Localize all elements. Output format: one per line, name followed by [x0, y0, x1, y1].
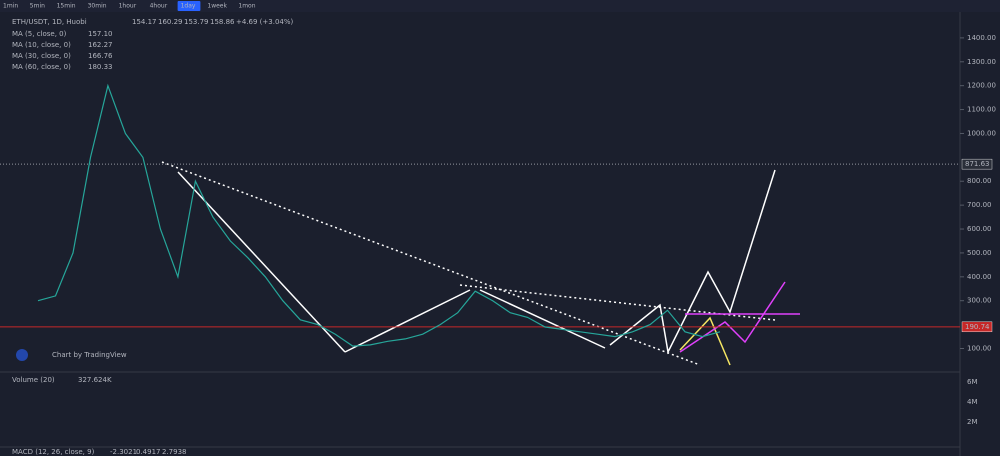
symbol: ETH/USDT, 1D, Huobi	[12, 18, 87, 26]
y-tick-label: 300.00	[967, 297, 992, 305]
drawing-line	[344, 289, 471, 353]
y-tick-label: 500.00	[967, 249, 992, 257]
y-tick-label: 600.00	[967, 225, 992, 233]
interval-button[interactable]: 1min	[3, 3, 18, 10]
price-tag	[961, 158, 993, 170]
macd-value: 2.7938	[162, 448, 187, 456]
toolbar	[0, 0, 1000, 12]
volume-tick-label: 2M	[967, 418, 978, 426]
drawing-line	[679, 316, 731, 366]
volume-tick-label: 6M	[967, 378, 978, 386]
price-tag-label: 190.74	[965, 323, 990, 331]
interval-active	[177, 1, 201, 11]
indicator-value: 166.76	[88, 52, 113, 60]
quote: 153.79	[184, 18, 209, 26]
quote: 158.86	[210, 18, 235, 26]
price-line-series	[37, 83, 721, 347]
indicator-value: 162.27	[88, 41, 113, 49]
quote: 160.29	[158, 18, 183, 26]
interval-button[interactable]: 1day	[181, 3, 196, 10]
quote: 154.17	[132, 18, 157, 26]
indicator-value: 157.10	[88, 30, 113, 38]
drawing-line	[609, 169, 776, 355]
y-tick-label: 1000.00	[967, 129, 996, 137]
indicator-name: MA (10, close, 0)	[12, 41, 71, 49]
interval-button[interactable]: 1mon	[238, 3, 255, 10]
y-tick-label: 1400.00	[967, 34, 996, 42]
indicator-value: 180.33	[88, 63, 113, 71]
indicator-name: MA (60, close, 0)	[12, 63, 71, 71]
y-tick-label: 800.00	[967, 177, 992, 185]
watermark-logo	[16, 349, 28, 361]
volume-title: Volume (20)	[12, 376, 55, 384]
interval-button[interactable]: 1hour	[119, 3, 137, 10]
macd-value: 0.4917	[136, 448, 161, 456]
y-tick-label: 100.00	[967, 344, 992, 352]
watermark: Chart by TradingView	[52, 351, 127, 359]
quote: +4.69 (+3.04%)	[236, 18, 294, 26]
interval-button[interactable]: 5min	[30, 3, 45, 10]
y-tick-label: 1200.00	[967, 82, 996, 90]
interval-button[interactable]: 4hour	[150, 3, 168, 10]
drawing-line	[479, 289, 606, 349]
y-tick-label: 1100.00	[967, 106, 996, 114]
y-tick-label: 400.00	[967, 273, 992, 281]
trend-line	[161, 161, 701, 366]
price-tag	[961, 321, 993, 333]
indicator-name: MA (5, close, 0)	[12, 30, 67, 38]
price-tag-label: 871.63	[965, 160, 990, 168]
macd-title: MACD (12, 26, close, 9)	[12, 448, 95, 456]
interval-button[interactable]: 15min	[57, 3, 76, 10]
volume-tick-label: 4M	[967, 398, 978, 406]
interval-button[interactable]: 1week	[207, 3, 227, 10]
macd-value: -2.3021	[110, 448, 137, 456]
y-tick-label: 700.00	[967, 201, 992, 209]
interval-button[interactable]: 30min	[88, 3, 107, 10]
volume-value: 327.624K	[78, 376, 112, 384]
indicator-name: MA (30, close, 0)	[12, 52, 71, 60]
y-tick-label: 1300.00	[967, 58, 996, 66]
